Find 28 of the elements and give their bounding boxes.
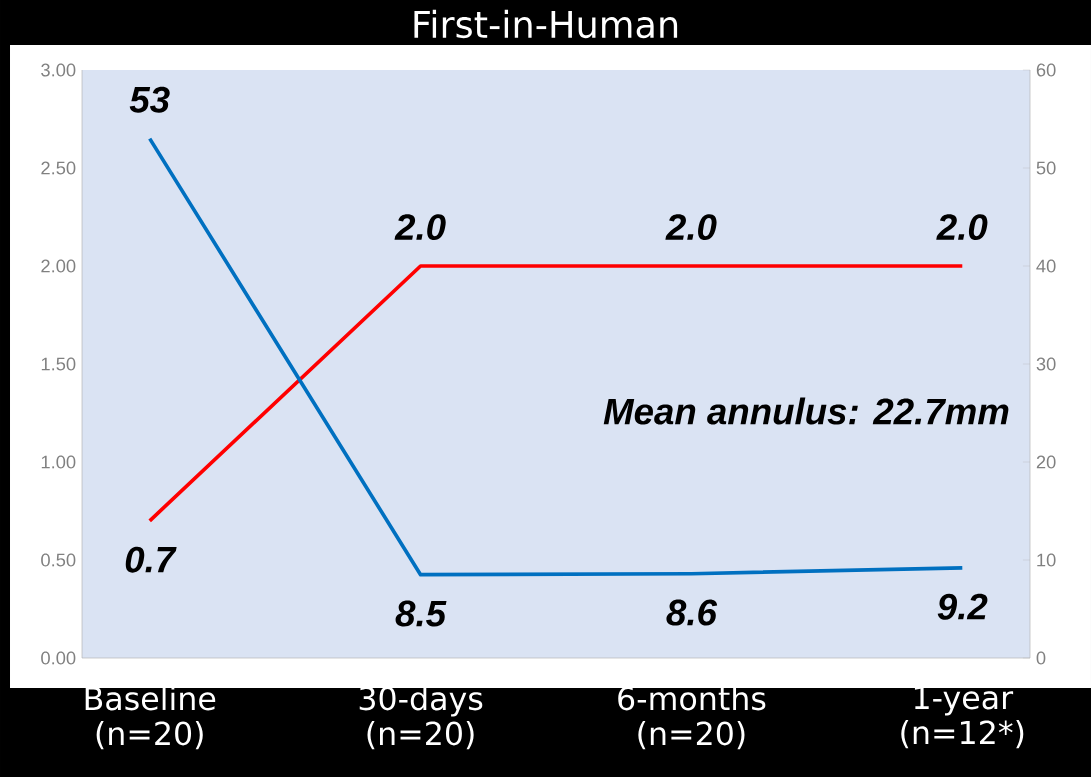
y-tick-label: 2.50 — [41, 161, 76, 175]
x-tick-label: 6-months (n=20) — [618, 685, 766, 750]
data-label: 2.0 — [936, 214, 988, 241]
data-label: 2.0 — [665, 214, 717, 241]
data-label: 8.6 — [666, 599, 718, 626]
annotation: Mean annulus: 22.7mm — [603, 397, 1009, 425]
y-tick-label: 0.00 — [41, 651, 76, 665]
x-tick-label: Baseline (n=20) — [85, 685, 216, 750]
y2-tick-label: 40 — [1036, 259, 1056, 273]
y-tick-label: 0.50 — [41, 553, 76, 567]
data-label: 8.5 — [395, 600, 447, 627]
y2-tick-label: 10 — [1037, 553, 1056, 567]
x-tick-label: 30-days (n=20) — [359, 685, 483, 750]
y-tick-label: 3.00 — [41, 63, 76, 77]
x-tick-label: 1-year (n=12*) — [901, 685, 1024, 749]
y-tick-label: 1.00 — [41, 455, 76, 469]
y2-tick-label: 30 — [1036, 357, 1056, 371]
data-label: 2.0 — [394, 214, 446, 241]
y-tick-label: 2.00 — [41, 259, 76, 273]
chart-title: First-in-Human — [414, 9, 678, 39]
data-label: 9.2 — [937, 593, 988, 620]
y2-tick-label: 20 — [1036, 455, 1056, 469]
y2-tick-label: 0 — [1036, 651, 1046, 665]
data-label: 0.7 — [125, 546, 177, 573]
y2-tick-label: 60 — [1036, 63, 1056, 77]
y-tick-label: 1.50 — [41, 357, 76, 371]
data-label: 53 — [129, 86, 170, 113]
y2-tick-label: 50 — [1036, 161, 1056, 175]
